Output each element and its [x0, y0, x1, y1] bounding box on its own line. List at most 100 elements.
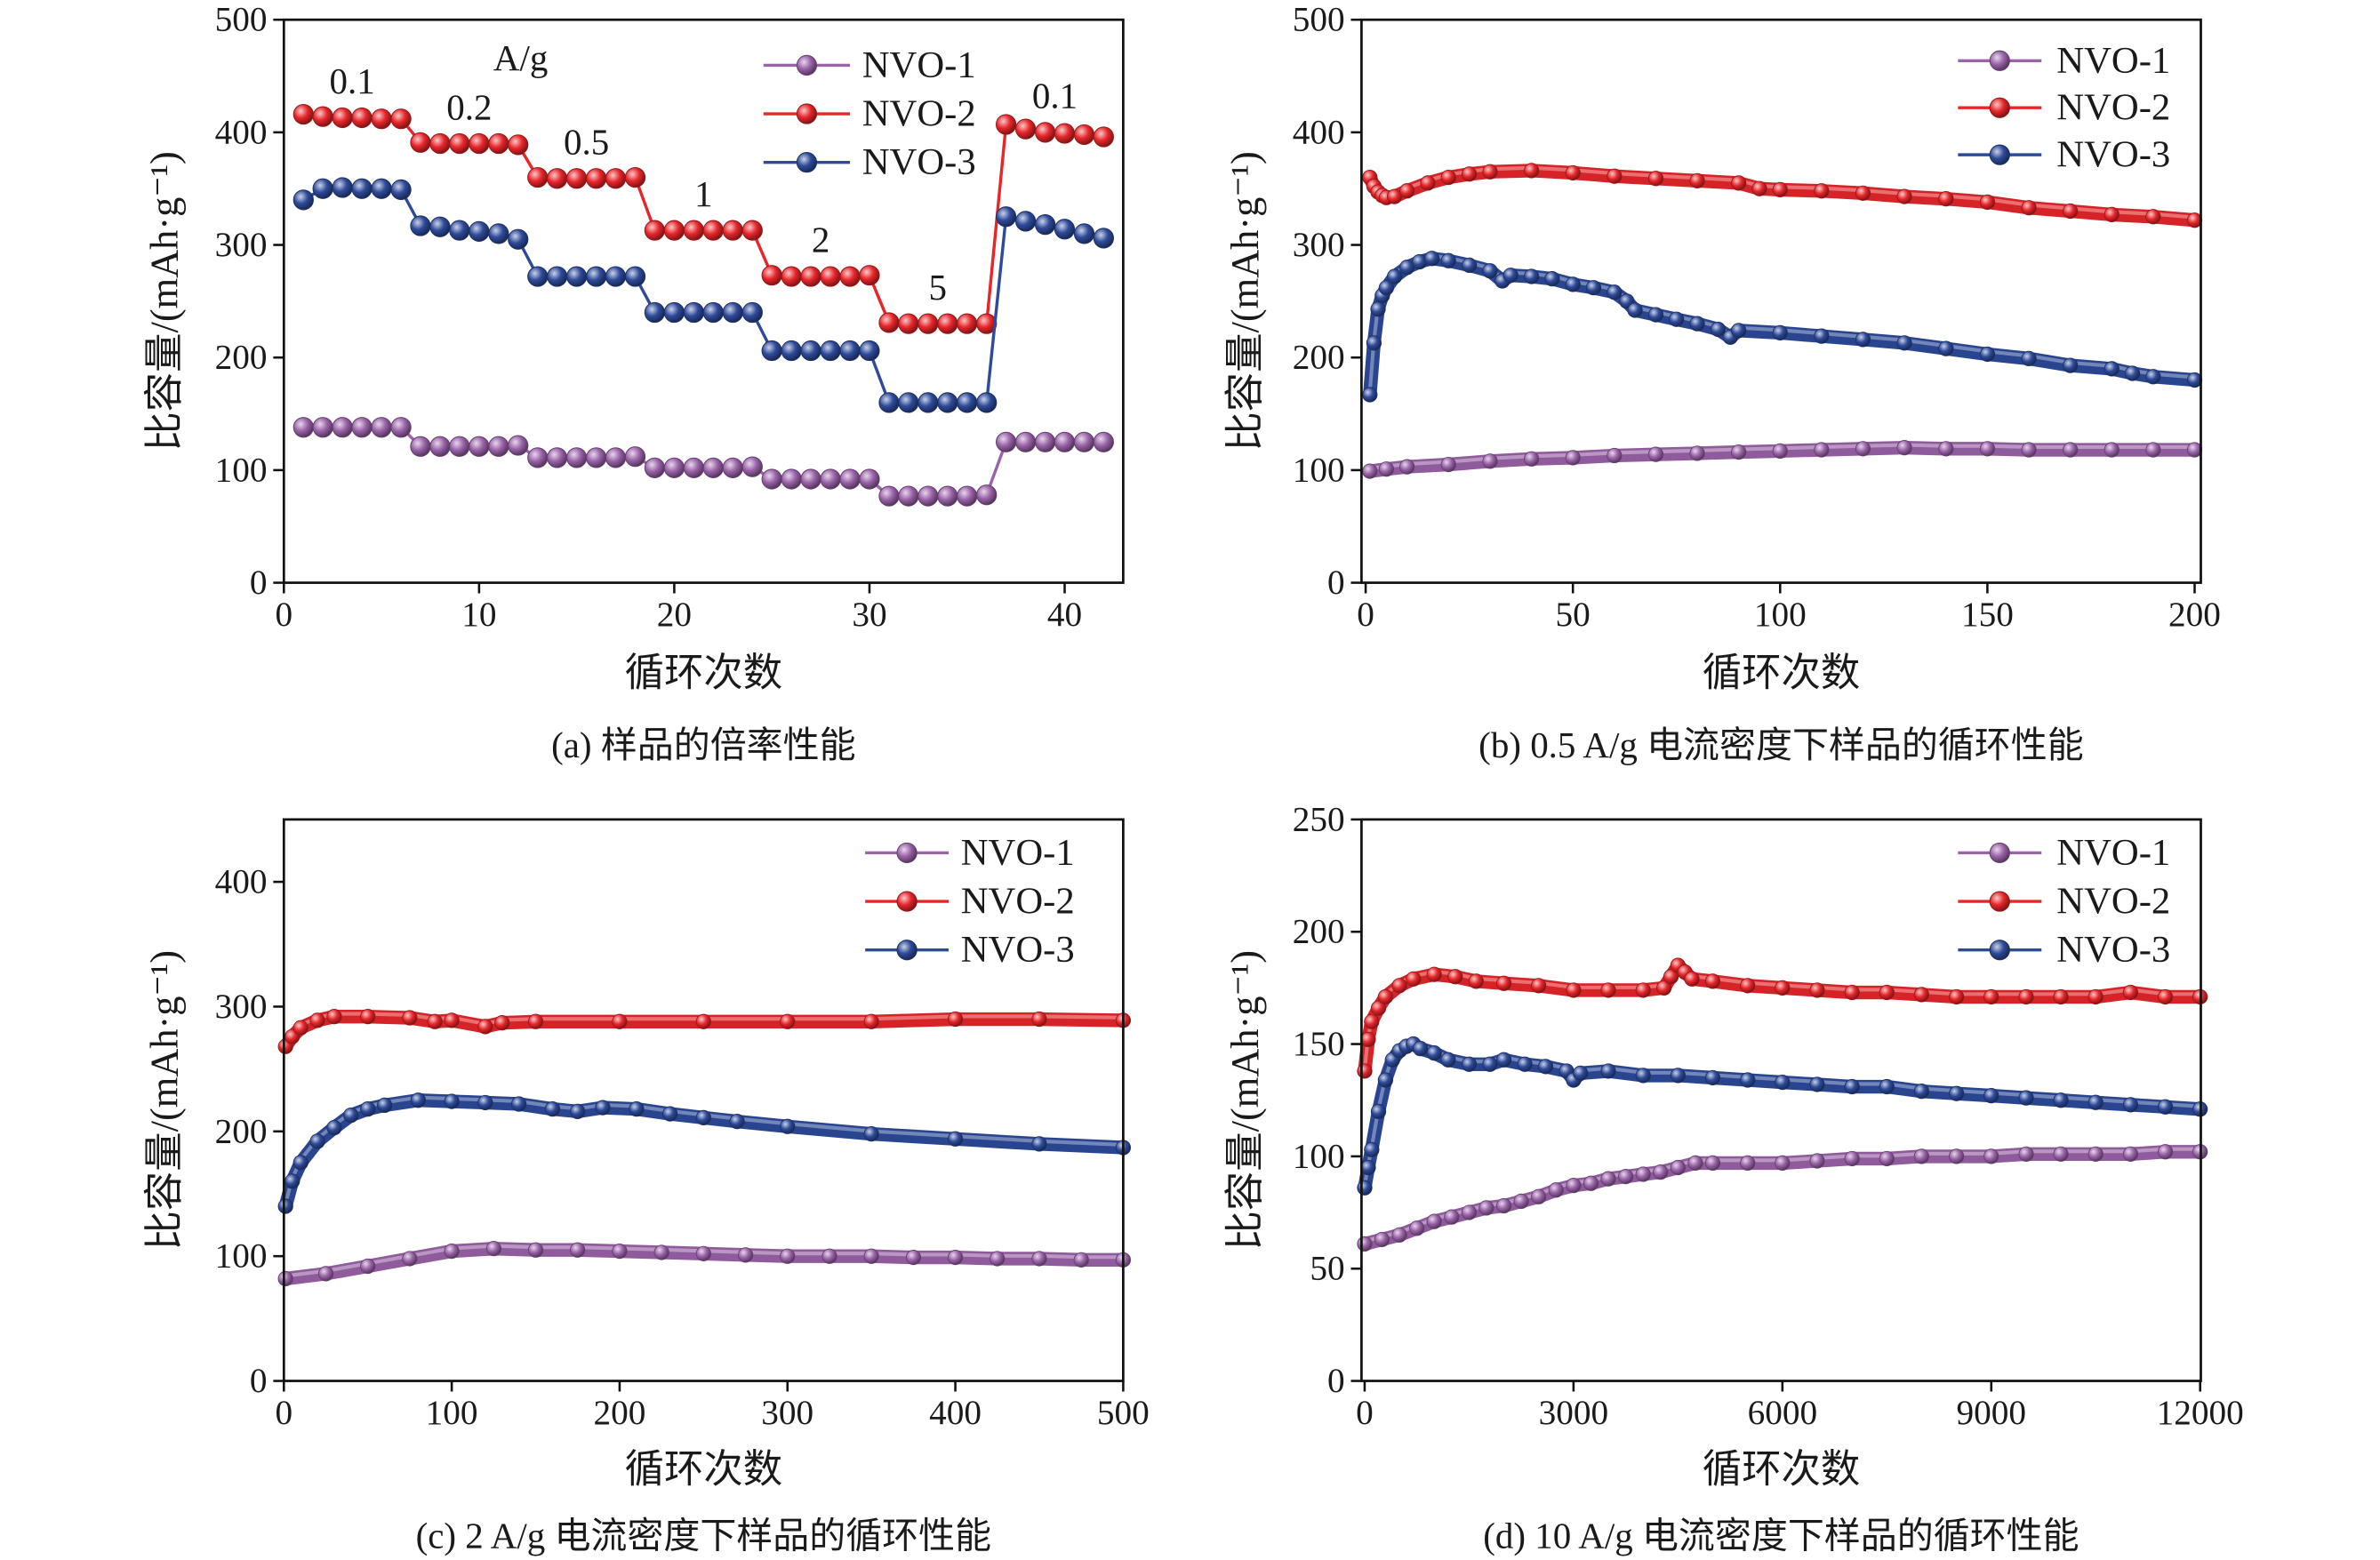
- plot-frame: [282, 18, 1125, 584]
- nvo-2-marker: [1879, 984, 1895, 1001]
- nvo-2-marker: [1809, 982, 1825, 998]
- nvo-1-marker: [820, 468, 841, 490]
- nvo-1-marker: [570, 1242, 586, 1258]
- nvo-3-marker: [360, 1100, 376, 1117]
- nvo-2-marker: [741, 220, 763, 241]
- nvo-2-marker: [624, 166, 646, 188]
- nvo-2-marker: [947, 1011, 964, 1028]
- nvo-1-marker: [1983, 1148, 1999, 1164]
- nvo-1-marker: [1844, 1150, 1860, 1167]
- nvo-2-marker: [1684, 971, 1700, 987]
- nvo-1-marker: [277, 1270, 293, 1287]
- legend-label: NVO-1: [961, 832, 1075, 874]
- nvo-1-marker: [1015, 431, 1037, 452]
- nvo-2-marker: [312, 106, 333, 127]
- nvo-3-marker: [2157, 1099, 2174, 1115]
- nvo-1-marker: [695, 1245, 711, 1261]
- nvo-3-marker: [586, 266, 607, 287]
- legend-item: NVO-2: [1958, 881, 2170, 923]
- x-axis-title: 循环次数: [1703, 1447, 1861, 1492]
- nvo-1-marker: [2145, 442, 2161, 458]
- nvo-2-marker: [527, 1013, 544, 1029]
- nvo-2-marker: [863, 1013, 879, 1029]
- nvo-2-marker: [371, 108, 392, 130]
- nvo-3-marker: [444, 1093, 460, 1109]
- nvo-2-marker: [527, 166, 549, 188]
- legend-label: NVO-2: [862, 93, 976, 135]
- nvo-2-marker: [1896, 188, 1912, 204]
- nvo-1-marker: [722, 457, 743, 478]
- nvo-3-marker: [976, 392, 998, 413]
- nvo-1-marker: [957, 485, 978, 507]
- nvo-2-series: [1362, 163, 2203, 228]
- nvo-3-marker: [544, 1100, 561, 1117]
- nvo-1-marker: [1740, 1155, 1756, 1172]
- nvo-3-marker: [1424, 251, 1440, 267]
- nvo-1-marker: [1513, 1193, 1529, 1210]
- panel-caption: (b) 0.5 A/g 电流密度下样品的循环性能: [1478, 724, 2084, 765]
- legend-item: NVO-2: [1958, 87, 2170, 129]
- nvo-1-marker: [2053, 1146, 2069, 1162]
- nvo-3-series: [1362, 251, 2203, 403]
- nvo-3-marker: [351, 178, 373, 199]
- y-tick-label: 100: [215, 1237, 268, 1276]
- x-tick-label: 500: [1097, 1394, 1150, 1432]
- nvo-3-marker: [820, 340, 841, 362]
- chart-panel: 0 50 100 150 200 0 100 200 300 400 500 循环次数 比容量/(mAh…: [1222, 1, 2221, 766]
- nvo-3-marker: [570, 1103, 586, 1119]
- nvo-2-marker: [402, 1010, 418, 1026]
- nvo-2-marker: [1949, 988, 1965, 1005]
- nvo-1-marker: [702, 457, 724, 478]
- nvo-1-marker: [1054, 431, 1076, 452]
- nvo-2-marker: [586, 168, 607, 189]
- nvo-2-marker: [1364, 1013, 1380, 1029]
- nvo-2-marker: [820, 266, 841, 287]
- nvo-3-marker: [2018, 1090, 2034, 1106]
- nvo-1-marker: [2018, 1146, 2034, 1162]
- x-tick-label: 3000: [1539, 1394, 1609, 1432]
- legend-marker: [1989, 144, 2010, 165]
- nvo-2-marker: [1440, 169, 1456, 186]
- nvo-1-marker: [863, 1248, 879, 1264]
- x-tick-label: 10: [461, 596, 496, 634]
- nvo-3-marker: [1073, 223, 1095, 244]
- nvo-2-marker: [1913, 987, 1929, 1003]
- nvo-3-marker: [1035, 214, 1056, 236]
- nvo-2-marker: [546, 168, 568, 189]
- nvo-2-marker: [957, 313, 978, 334]
- nvo-3-marker: [863, 1125, 879, 1142]
- nvo-2-marker: [695, 1013, 711, 1029]
- y-axis-title: 比容量/(mAh·g⁻¹): [141, 950, 186, 1250]
- nvo-1-marker: [485, 1241, 502, 1257]
- nvo-2-marker: [2157, 988, 2174, 1005]
- nvo-2-marker: [1772, 181, 1788, 198]
- legend-item: NVO-1: [1958, 832, 2170, 874]
- nvo-2-marker: [566, 168, 588, 189]
- nvo-2-marker: [605, 168, 627, 189]
- nvo-2-marker: [1565, 164, 1581, 181]
- nvo-1-marker: [1093, 431, 1114, 452]
- nvo-2-marker: [1447, 969, 1463, 985]
- nvo-1-marker: [1979, 441, 1996, 457]
- nvo-1-marker: [644, 457, 665, 478]
- nvo-3-marker: [1669, 311, 1685, 327]
- nvo-1-marker: [527, 1242, 544, 1258]
- nvo-1-marker: [586, 447, 607, 468]
- nvo-1-marker: [839, 468, 861, 490]
- nvo-3-marker: [477, 1094, 493, 1111]
- nvo-1-series: [277, 1241, 1132, 1287]
- nvo-1-series: [292, 417, 1114, 507]
- legend-item: NVO-1: [865, 832, 1075, 874]
- nvo-3-marker: [1585, 280, 1602, 296]
- nvo-2-marker: [309, 1012, 325, 1028]
- legend-item: NVO-3: [1958, 134, 2170, 176]
- nvo-3-marker: [1809, 1076, 1825, 1092]
- nvo-3-marker: [1607, 284, 1623, 300]
- nvo-3-marker: [1647, 307, 1664, 323]
- nvo-1-marker: [624, 446, 646, 468]
- nvo-3-marker: [702, 301, 724, 324]
- nvo-1-marker: [1731, 444, 1747, 460]
- nvo-1-marker: [1374, 1231, 1390, 1248]
- x-axis-title: 循环次数: [625, 1447, 783, 1492]
- nvo-1-marker: [1879, 1150, 1895, 1167]
